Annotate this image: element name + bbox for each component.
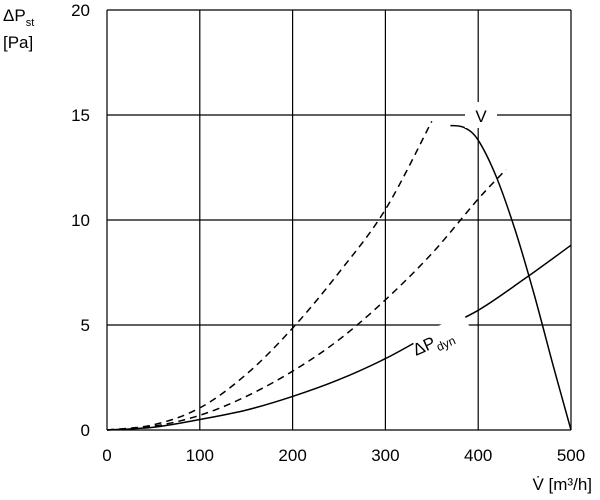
series-layer [106, 120, 572, 431]
labels-layer: 0 100 200 300 400 500 0 5 10 15 20 V [71, 1, 585, 465]
y-axis-label-main: ΔPst [3, 6, 34, 29]
y-axis-label-unit: [Pa] [3, 33, 33, 52]
series-line-2 [106, 244, 572, 431]
y-tick-label: 10 [71, 211, 90, 230]
x-tick-label: 500 [557, 446, 585, 465]
x-tick-label: 0 [102, 446, 111, 465]
x-tick-label: 200 [278, 446, 306, 465]
y-tick-label: 0 [81, 421, 90, 440]
grid [106, 9, 572, 431]
y-tick-label: 5 [81, 316, 90, 335]
y-tick-label: 15 [71, 106, 90, 125]
x-tick-label: 300 [371, 446, 399, 465]
dyn-label-background [411, 314, 474, 360]
x-tick-label: 100 [186, 446, 214, 465]
y-axis-label-sub: st [26, 17, 35, 29]
series-line-4 [106, 169, 507, 431]
fan-label-background [465, 102, 498, 128]
x-axis-label: V̇ [m³/h] [532, 475, 592, 494]
x-tick-label: 400 [464, 446, 492, 465]
fan-curve-label: V [475, 107, 487, 126]
series-line-1 [450, 124, 572, 431]
y-tick-label: 20 [71, 1, 90, 20]
